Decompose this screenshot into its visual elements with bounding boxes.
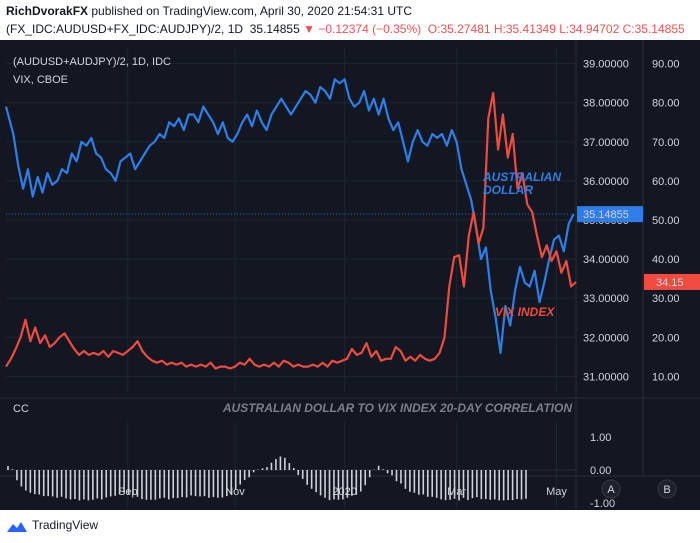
- publish-text: published on TradingView.com, April 30, …: [91, 4, 413, 18]
- grid-lines: [0, 40, 700, 510]
- price-axis-left-scale[interactable]: 39.0000038.0000037.0000036.0000035.00000…: [583, 59, 629, 384]
- vix-tick-label[interactable]: 80.00: [652, 98, 680, 110]
- vix-tick-label[interactable]: 40.00: [652, 254, 680, 266]
- legend-main-series[interactable]: (AUDUSD+AUDJPY)/2, 1D, IDC: [13, 56, 171, 68]
- scale-buttons: A B: [601, 479, 677, 499]
- vix-tick-label[interactable]: 30.00: [652, 293, 680, 305]
- correlation-tick-label[interactable]: 0.00: [590, 465, 611, 477]
- price-tick-label[interactable]: 37.00000: [583, 137, 629, 149]
- price-tick-label[interactable]: 38.00000: [583, 98, 629, 110]
- symbol-name[interactable]: (FX_IDC:AUDUSD+FX_IDC:AUDJPY)/2, 1D: [6, 22, 244, 36]
- scale-button-b-icon[interactable]: B: [663, 484, 670, 496]
- last-price: 35.14855: [249, 22, 300, 36]
- aud-series-line: [4, 78, 575, 354]
- correlation-tick-label[interactable]: -1.00: [590, 498, 615, 510]
- price-change: −0.12374 (−0.35%): [318, 22, 422, 36]
- symbol-info: (FX_IDC:AUDUSD+FX_IDC:AUDJPY)/2, 1D 35.1…: [6, 22, 685, 36]
- vix-tick-label[interactable]: 10.00: [652, 371, 680, 383]
- vix-tick-label[interactable]: 50.00: [652, 215, 680, 227]
- price-chart[interactable]: SepNov2020MarMay 39.0000038.0000037.0000…: [0, 40, 700, 510]
- ohlc-values: O:35.27481 H:35.41349 L:34.94702 C:35.14…: [427, 22, 685, 36]
- correlation-label[interactable]: CC: [13, 403, 29, 415]
- correlation-tick-label[interactable]: 1.00: [590, 432, 611, 444]
- time-tick-label[interactable]: Mar: [447, 486, 466, 498]
- last-price-badge: [577, 206, 643, 223]
- scale-button-a-icon[interactable]: A: [607, 484, 615, 496]
- chart-area[interactable]: SepNov2020MarMay 39.0000038.0000037.0000…: [0, 40, 700, 510]
- annotation-aud-line1: AUSTRALIAN: [482, 170, 561, 184]
- price-tick-label[interactable]: 31.00000: [583, 371, 629, 383]
- series-layer: 35.14855 34.15: [4, 78, 700, 370]
- vix-last-badge-label: 34.15: [656, 277, 684, 289]
- correlation-title: AUSTRALIAN DOLLAR TO VIX INDEX 20-DAY CO…: [222, 401, 572, 415]
- time-tick-label[interactable]: 2020: [332, 486, 356, 498]
- vix-tick-label[interactable]: 70.00: [652, 137, 680, 149]
- price-tick-label[interactable]: 36.00000: [583, 176, 629, 188]
- publish-info: RichDvorakFX published on TradingView.co…: [6, 4, 412, 18]
- scale-button-a[interactable]: [601, 479, 621, 499]
- chart-footer: TradingView: [0, 510, 700, 543]
- price-tick-label[interactable]: 32.00000: [583, 332, 629, 344]
- last-price-badge-label: 35.14855: [583, 209, 629, 221]
- vix-last-badge: [644, 273, 700, 290]
- tradingview-logo-icon: [7, 521, 27, 532]
- chart-header: RichDvorakFX published on TradingView.co…: [0, 0, 700, 40]
- scale-button-b[interactable]: [657, 479, 677, 499]
- price-tick-label[interactable]: 33.00000: [583, 293, 629, 305]
- time-tick-label[interactable]: May: [546, 486, 567, 498]
- vix-series-line: [5, 91, 577, 370]
- correlation-panel: 1.00 0.00 -1.00: [6, 432, 615, 510]
- tradingview-brand: TradingView: [32, 518, 99, 532]
- time-tick-label[interactable]: Nov: [225, 486, 245, 498]
- vix-tick-label[interactable]: 60.00: [652, 176, 680, 188]
- vix-tick-label[interactable]: 20.00: [652, 332, 680, 344]
- price-tick-label[interactable]: 39.00000: [583, 59, 629, 71]
- annotation-vix: VIX INDEX: [495, 305, 555, 319]
- vix-tick-label[interactable]: 90.00: [652, 59, 680, 71]
- down-arrow-icon: ▼: [303, 22, 316, 36]
- annotation-aud-line2: DOLLAR: [483, 183, 533, 197]
- chart-labels: (AUDUSD+AUDJPY)/2, 1D, IDC VIX, CBOE AUS…: [13, 56, 572, 415]
- tradingview-logo[interactable]: TradingView: [6, 518, 98, 533]
- price-tick-label[interactable]: 34.00000: [583, 254, 629, 266]
- legend-vix-series[interactable]: VIX, CBOE: [13, 74, 68, 86]
- price-axis-right-scale[interactable]: 90.00 80.00 70.00 60.00 50.00 40.00 30.00 20.00…: [652, 59, 680, 384]
- author-name[interactable]: RichDvorakFX: [6, 4, 89, 18]
